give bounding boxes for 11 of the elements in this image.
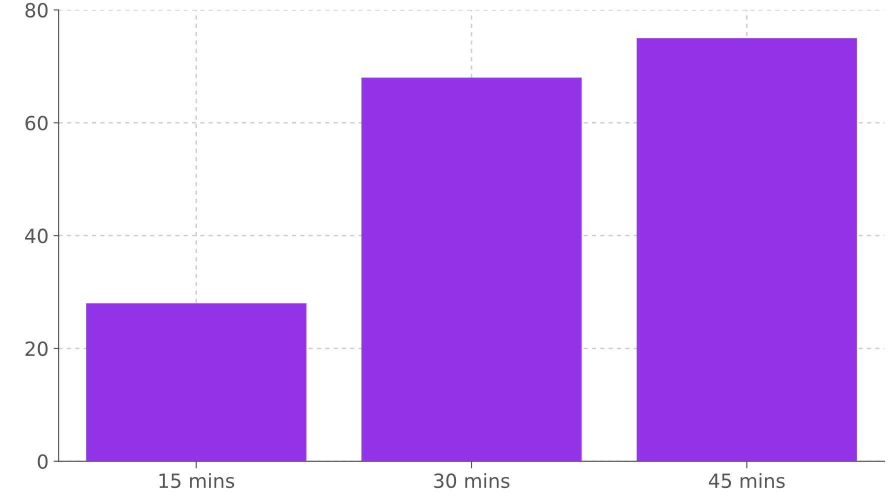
x-tick-label: 45 mins xyxy=(708,473,785,488)
x-tick-label: 30 mins xyxy=(434,473,510,488)
x-tick-label: 15 mins xyxy=(160,473,234,488)
y-tick-label: 60 xyxy=(26,116,48,130)
bar xyxy=(636,38,857,462)
bar xyxy=(361,78,582,462)
y-tick-label: 40 xyxy=(25,228,48,244)
y-tick-label: 0 xyxy=(38,454,48,469)
bar xyxy=(86,303,306,462)
y-tick-label: 80 xyxy=(25,2,48,18)
y-tick-label: 20 xyxy=(26,341,48,356)
